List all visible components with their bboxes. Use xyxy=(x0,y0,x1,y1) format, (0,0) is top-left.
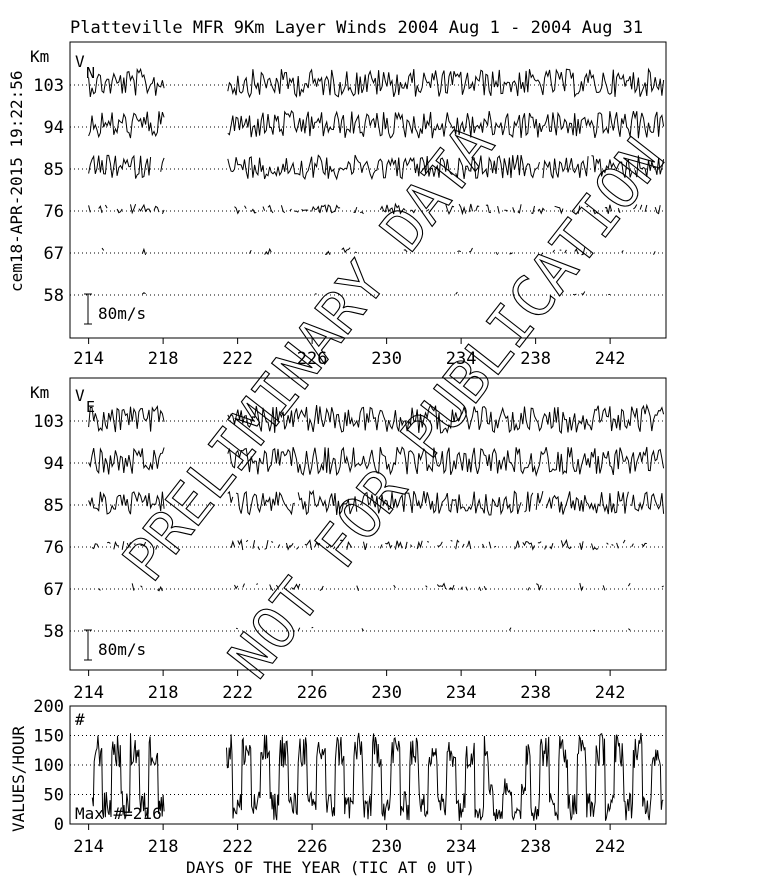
x-tick-label: 222 xyxy=(222,683,253,703)
wind-trace-85km xyxy=(88,489,665,516)
x-tick-label: 230 xyxy=(371,349,402,369)
x-tick-label: 242 xyxy=(595,837,626,857)
x-tick-label: 218 xyxy=(148,837,179,857)
side-timestamp: cem18-APR-2015 19:22:56 xyxy=(7,70,26,292)
height-tick-label: 94 xyxy=(44,454,64,474)
panel-ve-xticks: 214 218 222 226 230 234 238 242 xyxy=(73,670,625,703)
x-tick-label: 238 xyxy=(520,349,551,369)
x-tick-label: 214 xyxy=(73,837,104,857)
panel-ve-scale-label: 80m/s xyxy=(98,640,146,659)
height-tick-label: 58 xyxy=(44,286,64,306)
x-tick-label: 218 xyxy=(148,349,179,369)
wind-trace-103km xyxy=(88,67,665,99)
wind-trace-94km xyxy=(88,109,665,139)
panel-vn-frame xyxy=(69,41,667,339)
panel-ve-scale-bar xyxy=(84,629,92,661)
panel-ve-traces xyxy=(88,403,665,631)
x-tick-label: 226 xyxy=(297,349,328,369)
height-tick-label: 103 xyxy=(33,412,64,432)
height-tick-label: 76 xyxy=(44,538,64,558)
panel-vn-scale-bar xyxy=(84,293,92,325)
height-tick-label: 85 xyxy=(44,496,64,516)
count-tick-label: 100 xyxy=(33,756,64,776)
panel-vn-km-label: Km xyxy=(30,47,49,66)
x-tick-label: 242 xyxy=(595,349,626,369)
panel-ve-component-label: V xyxy=(75,386,85,405)
panel-count-series-label: # xyxy=(75,710,85,729)
height-tick-label: 58 xyxy=(44,622,64,642)
panel-vn-yticks: 103 94 85 76 67 58 xyxy=(33,76,666,306)
panel-ve-frame xyxy=(69,377,667,671)
height-tick-label: 76 xyxy=(44,202,64,222)
count-tick-label: 0 xyxy=(54,815,64,835)
panel-vn-traces xyxy=(88,67,665,295)
panel-vn-xticks: 214 218 222 226 230 234 238 242 xyxy=(73,338,625,369)
wind-trace-94km xyxy=(88,446,665,477)
panel-vn-component-label: V xyxy=(75,52,85,71)
x-tick-label: 234 xyxy=(446,349,477,369)
x-tick-label: 226 xyxy=(297,683,328,703)
count-trace xyxy=(91,732,664,822)
panel-vn-scale-label: 80m/s xyxy=(98,304,146,323)
x-tick-label: 222 xyxy=(222,349,253,369)
x-tick-label: 214 xyxy=(73,349,104,369)
x-tick-label: 234 xyxy=(446,837,477,857)
panel-vn-component-sub: N xyxy=(86,64,95,82)
panel-count-trace xyxy=(91,732,664,822)
x-axis-label: DAYS OF THE YEAR (TIC AT 0 UT) xyxy=(186,858,475,877)
height-tick-label: 85 xyxy=(44,160,64,180)
height-tick-label: 103 xyxy=(33,76,64,96)
wind-trace-67km xyxy=(98,582,664,592)
wind-trace-58km xyxy=(129,627,640,631)
x-tick-label: 242 xyxy=(595,683,626,703)
count-tick-label: 200 xyxy=(33,697,64,717)
x-tick-label: 234 xyxy=(446,683,477,703)
height-tick-label: 94 xyxy=(44,118,64,138)
watermark: PRELIMINARY DATA NOT FOR PUBLICATION xyxy=(109,111,678,691)
x-tick-label: 230 xyxy=(371,683,402,703)
count-tick-label: 150 xyxy=(33,727,64,747)
x-tick-label: 218 xyxy=(148,683,179,703)
x-tick-label: 226 xyxy=(297,837,328,857)
panel-count-xticks: 214 218 222 226 230 234 238 242 xyxy=(73,824,625,857)
chart-title: Platteville MFR 9Km Layer Winds 2004 Aug… xyxy=(70,18,643,38)
x-tick-label: 222 xyxy=(222,837,253,857)
count-tick-label: 50 xyxy=(44,786,64,806)
panel-ve-km-label: Km xyxy=(30,383,49,402)
panel-count: VALUES/HOUR # Max #=216 200 150 100 50 0 214… xyxy=(9,697,667,877)
height-tick-label: 67 xyxy=(44,580,64,600)
x-tick-label: 230 xyxy=(371,837,402,857)
x-tick-label: 238 xyxy=(520,683,551,703)
x-tick-label: 238 xyxy=(520,837,551,857)
x-tick-label: 214 xyxy=(73,683,104,703)
panel-count-ylabel: VALUES/HOUR xyxy=(9,726,28,832)
wind-trace-85km xyxy=(88,154,665,181)
wind-trace-103km xyxy=(88,403,665,435)
panel-count-max-label: Max #=216 xyxy=(75,804,162,823)
height-tick-label: 67 xyxy=(44,244,64,264)
